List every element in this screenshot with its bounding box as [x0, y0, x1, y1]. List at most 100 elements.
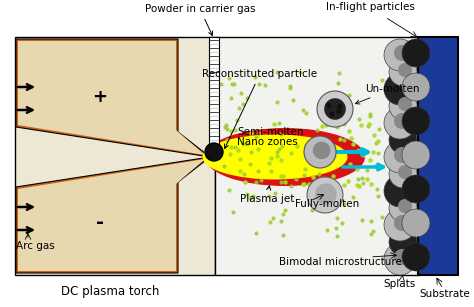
- Point: [398, 137, 405, 142]
- Point: [288, 151, 295, 156]
- Point: [311, 159, 319, 164]
- Point: [330, 154, 337, 159]
- Point: [405, 197, 413, 202]
- Point: [221, 124, 229, 129]
- Point: [243, 142, 250, 146]
- Point: [333, 233, 341, 238]
- Point: [385, 88, 392, 93]
- Circle shape: [389, 194, 417, 222]
- Circle shape: [337, 103, 342, 109]
- Point: [356, 117, 363, 122]
- Point: [346, 92, 353, 97]
- Point: [345, 178, 352, 183]
- Circle shape: [384, 107, 416, 139]
- Point: [231, 145, 238, 150]
- Point: [400, 147, 407, 152]
- Circle shape: [394, 147, 410, 163]
- Point: [277, 157, 284, 162]
- Circle shape: [304, 136, 336, 168]
- Point: [393, 189, 401, 194]
- Circle shape: [389, 126, 417, 154]
- Text: Bimodal microstructure: Bimodal microstructure: [279, 257, 401, 267]
- Point: [330, 145, 337, 150]
- Point: [235, 147, 242, 152]
- Text: Powder in carrier gas: Powder in carrier gas: [145, 4, 255, 36]
- Point: [293, 143, 301, 148]
- Point: [267, 169, 274, 173]
- Point: [409, 193, 416, 198]
- Point: [367, 232, 375, 237]
- Point: [308, 139, 315, 144]
- Point: [281, 180, 289, 185]
- Point: [340, 201, 347, 206]
- Circle shape: [394, 45, 410, 61]
- Point: [391, 196, 398, 201]
- Point: [321, 204, 329, 209]
- Point: [255, 131, 263, 136]
- Point: [369, 228, 377, 233]
- Point: [366, 111, 374, 116]
- Point: [244, 192, 251, 197]
- Point: [223, 127, 230, 132]
- Circle shape: [398, 199, 412, 213]
- Text: -: -: [96, 212, 104, 231]
- Circle shape: [394, 249, 410, 265]
- Point: [367, 219, 374, 223]
- FancyBboxPatch shape: [209, 37, 219, 149]
- Point: [365, 124, 372, 129]
- Point: [280, 211, 287, 216]
- Point: [236, 168, 244, 173]
- Point: [261, 83, 268, 88]
- Point: [354, 167, 361, 172]
- Point: [286, 85, 293, 90]
- Point: [384, 125, 392, 130]
- Circle shape: [389, 228, 417, 256]
- Point: [340, 138, 348, 143]
- Text: Plasma jet: Plasma jet: [240, 186, 294, 204]
- Point: [364, 168, 371, 173]
- Point: [220, 164, 228, 169]
- Point: [371, 164, 379, 169]
- Point: [317, 149, 324, 154]
- Point: [401, 82, 409, 87]
- Point: [390, 125, 398, 130]
- Point: [374, 138, 382, 143]
- Point: [378, 77, 385, 82]
- FancyBboxPatch shape: [15, 37, 215, 275]
- Text: Reconstituted particle: Reconstituted particle: [202, 69, 318, 149]
- Point: [257, 177, 265, 182]
- Point: [405, 119, 413, 124]
- Point: [301, 166, 309, 171]
- Point: [340, 122, 348, 127]
- Point: [310, 174, 317, 179]
- Point: [277, 131, 284, 136]
- Point: [267, 156, 274, 161]
- Point: [267, 219, 274, 224]
- Point: [365, 121, 373, 126]
- Point: [270, 122, 278, 127]
- Circle shape: [384, 141, 416, 173]
- Point: [299, 182, 307, 187]
- Circle shape: [389, 92, 417, 120]
- Circle shape: [384, 243, 416, 275]
- Polygon shape: [16, 39, 210, 157]
- Point: [252, 134, 260, 139]
- Point: [231, 127, 239, 132]
- Text: Splats: Splats: [384, 279, 416, 289]
- Point: [322, 139, 329, 144]
- Point: [255, 146, 262, 151]
- Point: [338, 220, 346, 225]
- Point: [347, 135, 355, 140]
- Point: [305, 186, 313, 191]
- Point: [340, 183, 348, 188]
- Point: [329, 149, 337, 154]
- Point: [366, 114, 374, 119]
- Point: [302, 143, 310, 148]
- Circle shape: [329, 112, 335, 117]
- Point: [247, 149, 255, 154]
- Point: [239, 141, 247, 146]
- Point: [374, 151, 382, 156]
- Point: [313, 144, 320, 149]
- Circle shape: [384, 209, 416, 241]
- Circle shape: [317, 91, 353, 127]
